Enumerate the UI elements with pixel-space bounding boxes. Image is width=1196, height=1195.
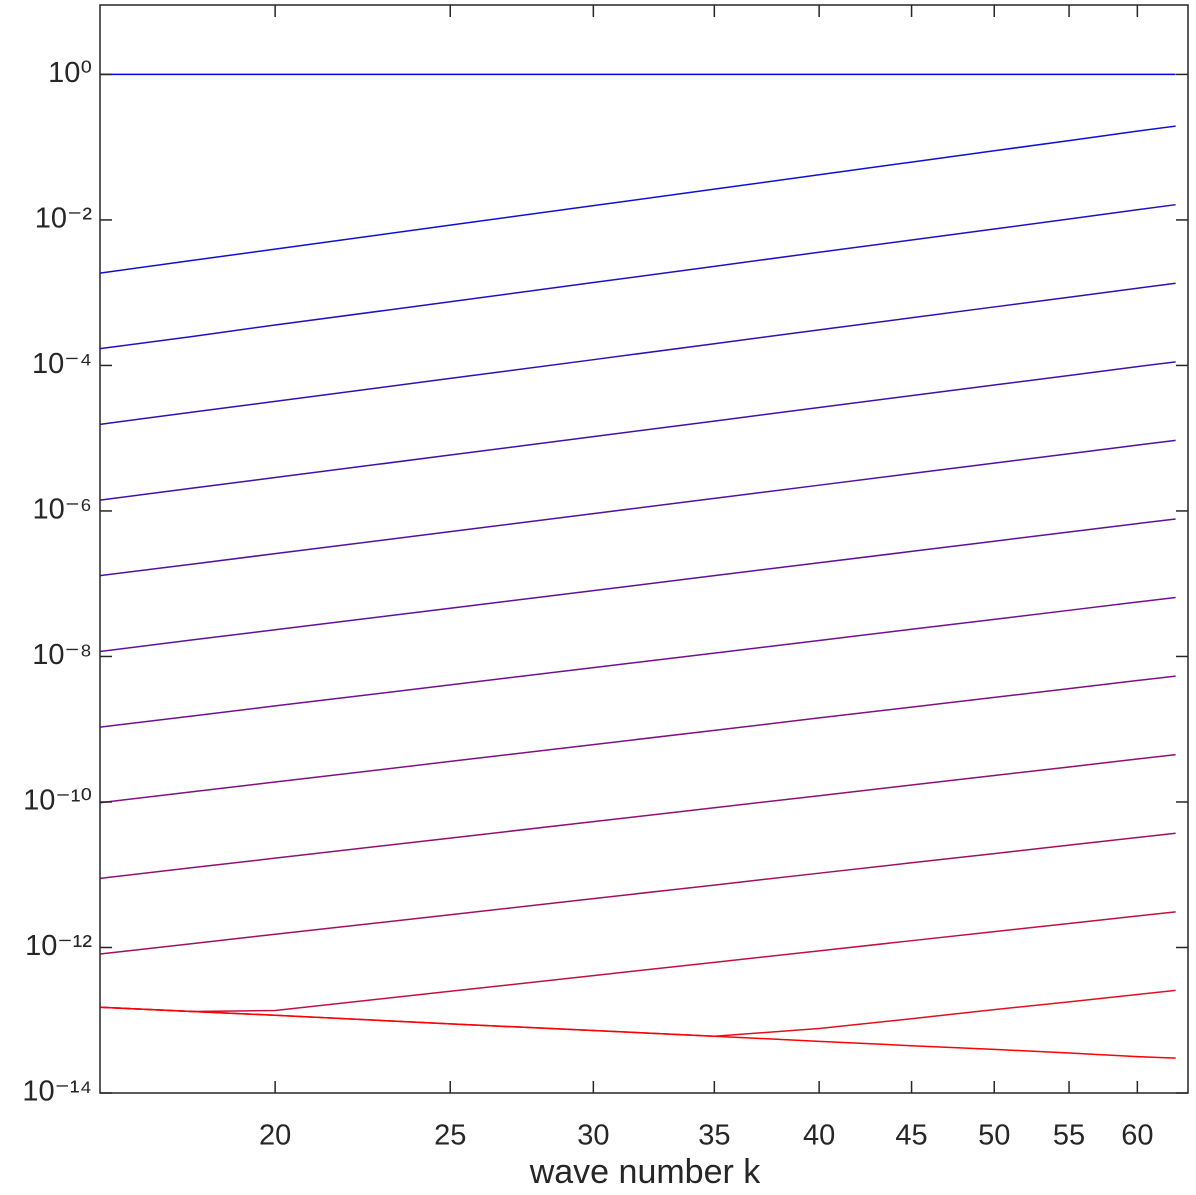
x-tick-label: 25 bbox=[434, 1120, 466, 1152]
y-tick-label: 10⁻¹⁰ bbox=[23, 785, 92, 817]
x-tick-label: 45 bbox=[895, 1120, 927, 1152]
y-tick-label: 10⁻⁴ bbox=[32, 348, 92, 380]
data-line bbox=[99, 911, 1176, 1013]
data-line bbox=[99, 989, 1176, 1037]
x-tick-label: 55 bbox=[1053, 1120, 1085, 1152]
data-line bbox=[99, 596, 1176, 728]
x-axis-label: wave number k bbox=[529, 1153, 762, 1191]
data-line bbox=[99, 675, 1176, 804]
y-tick-label: 10⁻¹⁴ bbox=[22, 1076, 92, 1108]
x-tick-label: 40 bbox=[803, 1120, 835, 1152]
plot-frame bbox=[99, 4, 1189, 1094]
data-line bbox=[99, 753, 1176, 880]
data-line bbox=[99, 832, 1176, 955]
data-line bbox=[99, 203, 1176, 350]
data-line bbox=[99, 125, 1176, 274]
y-tick-label: 10⁰ bbox=[48, 57, 92, 89]
x-tick-label: 60 bbox=[1121, 1120, 1153, 1152]
data-line bbox=[99, 439, 1176, 577]
y-tick-label: 10⁻⁸ bbox=[32, 639, 92, 671]
y-tick-label: 10⁻² bbox=[35, 203, 93, 235]
data-line bbox=[99, 518, 1176, 653]
x-tick-label: 30 bbox=[577, 1120, 609, 1152]
x-tick-label: 20 bbox=[259, 1120, 291, 1152]
data-line bbox=[99, 1006, 1176, 1059]
data-line bbox=[99, 361, 1176, 501]
x-tick-label: 35 bbox=[698, 1120, 730, 1152]
data-line bbox=[99, 282, 1176, 426]
y-tick-label: 10⁻⁶ bbox=[32, 494, 92, 526]
x-tick-label: 50 bbox=[978, 1120, 1010, 1152]
y-tick-label: 10⁻¹² bbox=[25, 930, 92, 962]
